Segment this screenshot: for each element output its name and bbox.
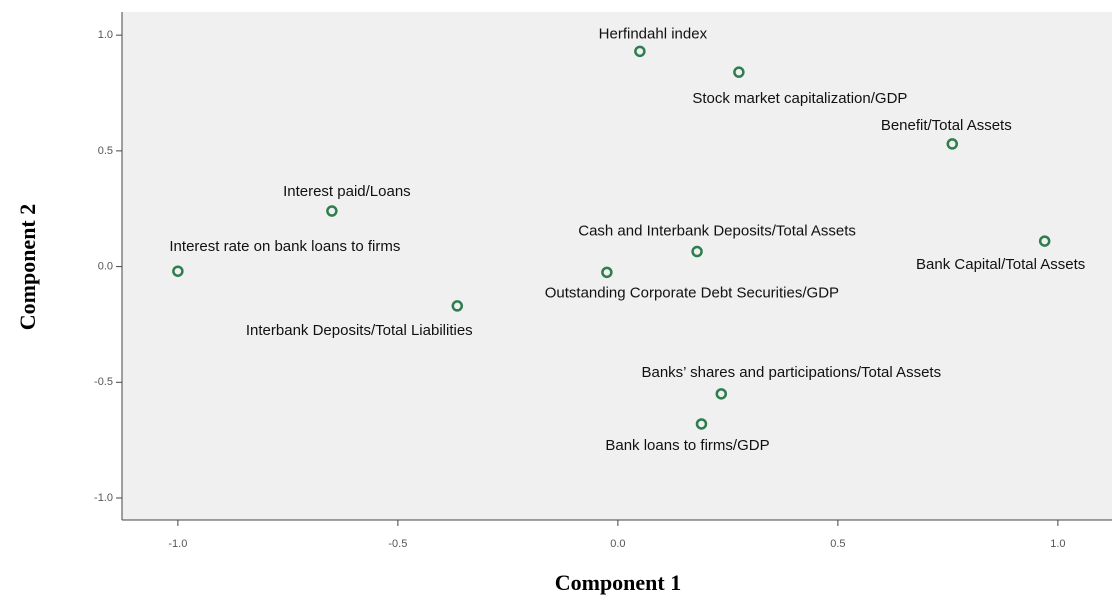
point — [691, 245, 703, 258]
point — [601, 266, 613, 279]
x-tick-label: -1.0 — [168, 538, 187, 550]
y-tick-label: 1.0 — [98, 29, 113, 41]
plot-area — [122, 12, 1112, 520]
point — [733, 66, 745, 78]
point — [946, 138, 959, 150]
x-tick-label: 1.0 — [1050, 538, 1065, 550]
point — [451, 300, 464, 312]
y-tick-label: -0.5 — [94, 376, 113, 388]
point-label: Herfindahl index — [599, 25, 708, 42]
x-tick-label: 0.0 — [610, 538, 625, 550]
point-label: Interest paid/Loans — [283, 183, 411, 200]
point — [172, 265, 184, 277]
point-label: Bank Capital/Total Assets — [916, 256, 1085, 273]
x-tick-label: -0.5 — [388, 538, 407, 550]
point-label: Outstanding Corporate Debt Securities/GD… — [545, 284, 839, 301]
point-label: Bank loans to firms/GDP — [605, 437, 769, 454]
y-axis-label: Component 2 — [15, 204, 40, 331]
point-label: Stock market capitalization/GDP — [692, 90, 907, 107]
y-tick-label: -1.0 — [94, 492, 113, 504]
point-label: Banks’ shares and participations/Total A… — [641, 364, 941, 381]
x-tick-label: 0.5 — [830, 538, 845, 550]
point — [695, 418, 708, 430]
y-tick-label: 0.5 — [98, 145, 113, 157]
point-label: Interest rate on bank loans to firms — [169, 238, 400, 255]
point — [1038, 235, 1051, 247]
point-label: Cash and Interbank Deposits/Total Assets — [578, 223, 856, 240]
y-tick-label: 0.0 — [98, 260, 113, 272]
point-label: Interbank Deposits/Total Liabilities — [246, 322, 473, 339]
point — [634, 45, 646, 58]
point — [715, 388, 728, 400]
x-axis-label: Component 1 — [555, 570, 682, 595]
point — [326, 205, 338, 217]
point-label: Benefit/Total Assets — [881, 117, 1012, 134]
